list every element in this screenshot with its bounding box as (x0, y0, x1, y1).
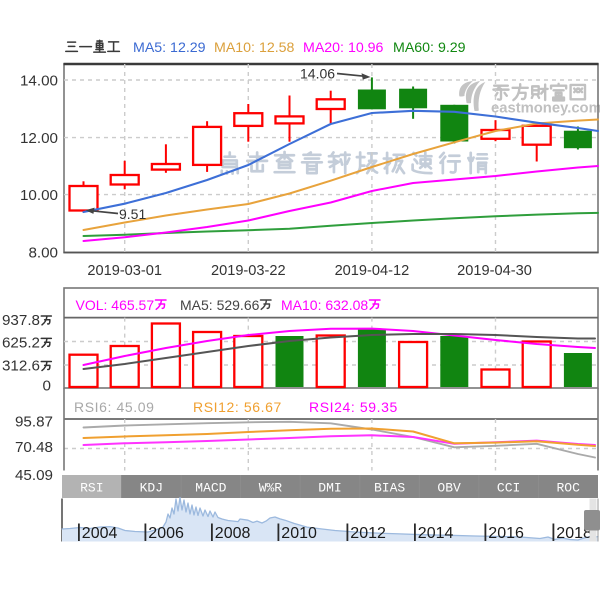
svg-text:14.06: 14.06 (300, 66, 335, 82)
svg-text:12.00: 12.00 (20, 130, 58, 147)
svg-text:RSI24: 59.35: RSI24: 59.35 (309, 399, 398, 415)
svg-text:312.6: 312.6 (2, 358, 40, 375)
svg-text:2012: 2012 (350, 525, 386, 542)
svg-text:8.00: 8.00 (28, 244, 58, 261)
svg-text:2019-03-01: 2019-03-01 (87, 263, 162, 279)
svg-text:2004: 2004 (82, 525, 118, 542)
svg-text:9.51: 9.51 (119, 206, 146, 222)
svg-text:CCI: CCI (497, 481, 520, 496)
svg-text:2016: 2016 (488, 525, 524, 542)
svg-text:VOL: 465.57: VOL: 465.57 (76, 297, 155, 313)
svg-text:625.2: 625.2 (2, 334, 40, 351)
svg-text:2014: 2014 (418, 525, 454, 542)
svg-text:2010: 2010 (281, 525, 317, 542)
svg-text:RSI: RSI (80, 481, 103, 496)
svg-text:MA5: 529.66: MA5: 529.66 (180, 297, 260, 313)
svg-text:0: 0 (43, 378, 51, 395)
svg-text:2019-04-30: 2019-04-30 (457, 263, 532, 279)
svg-text:eastmoney.com: eastmoney.com (491, 101, 600, 117)
svg-text:MA5: 12.29: MA5: 12.29 (133, 40, 206, 56)
svg-text:BIAS: BIAS (374, 481, 405, 496)
svg-text:ROC: ROC (556, 481, 580, 496)
svg-text:2008: 2008 (215, 525, 251, 542)
svg-text:95.87: 95.87 (15, 414, 53, 431)
svg-text:MACD: MACD (195, 481, 226, 496)
svg-text:2019-04-12: 2019-04-12 (335, 263, 410, 279)
svg-text:KDJ: KDJ (140, 481, 163, 496)
svg-text:14.00: 14.00 (20, 72, 58, 89)
svg-text:W%R: W%R (259, 481, 283, 496)
svg-text:MA60: 9.29: MA60: 9.29 (393, 40, 466, 56)
svg-text:2006: 2006 (148, 525, 184, 542)
svg-text:DMI: DMI (318, 481, 341, 496)
svg-text:MA10: 12.58: MA10: 12.58 (214, 40, 295, 56)
svg-text:MA20: 10.96: MA20: 10.96 (303, 40, 384, 56)
svg-text:45.09: 45.09 (15, 467, 53, 484)
svg-text:937.8: 937.8 (2, 312, 40, 329)
svg-text:MA10: 632.08: MA10: 632.08 (281, 297, 368, 313)
svg-text:2019-03-22: 2019-03-22 (211, 263, 286, 279)
svg-text:OBV: OBV (437, 481, 461, 496)
svg-text:2018: 2018 (556, 525, 592, 542)
svg-text:10.00: 10.00 (20, 187, 58, 204)
svg-text:70.48: 70.48 (15, 439, 53, 456)
svg-text:RSI12: 56.67: RSI12: 56.67 (193, 399, 282, 415)
svg-text:RSI6: 45.09: RSI6: 45.09 (74, 399, 155, 415)
